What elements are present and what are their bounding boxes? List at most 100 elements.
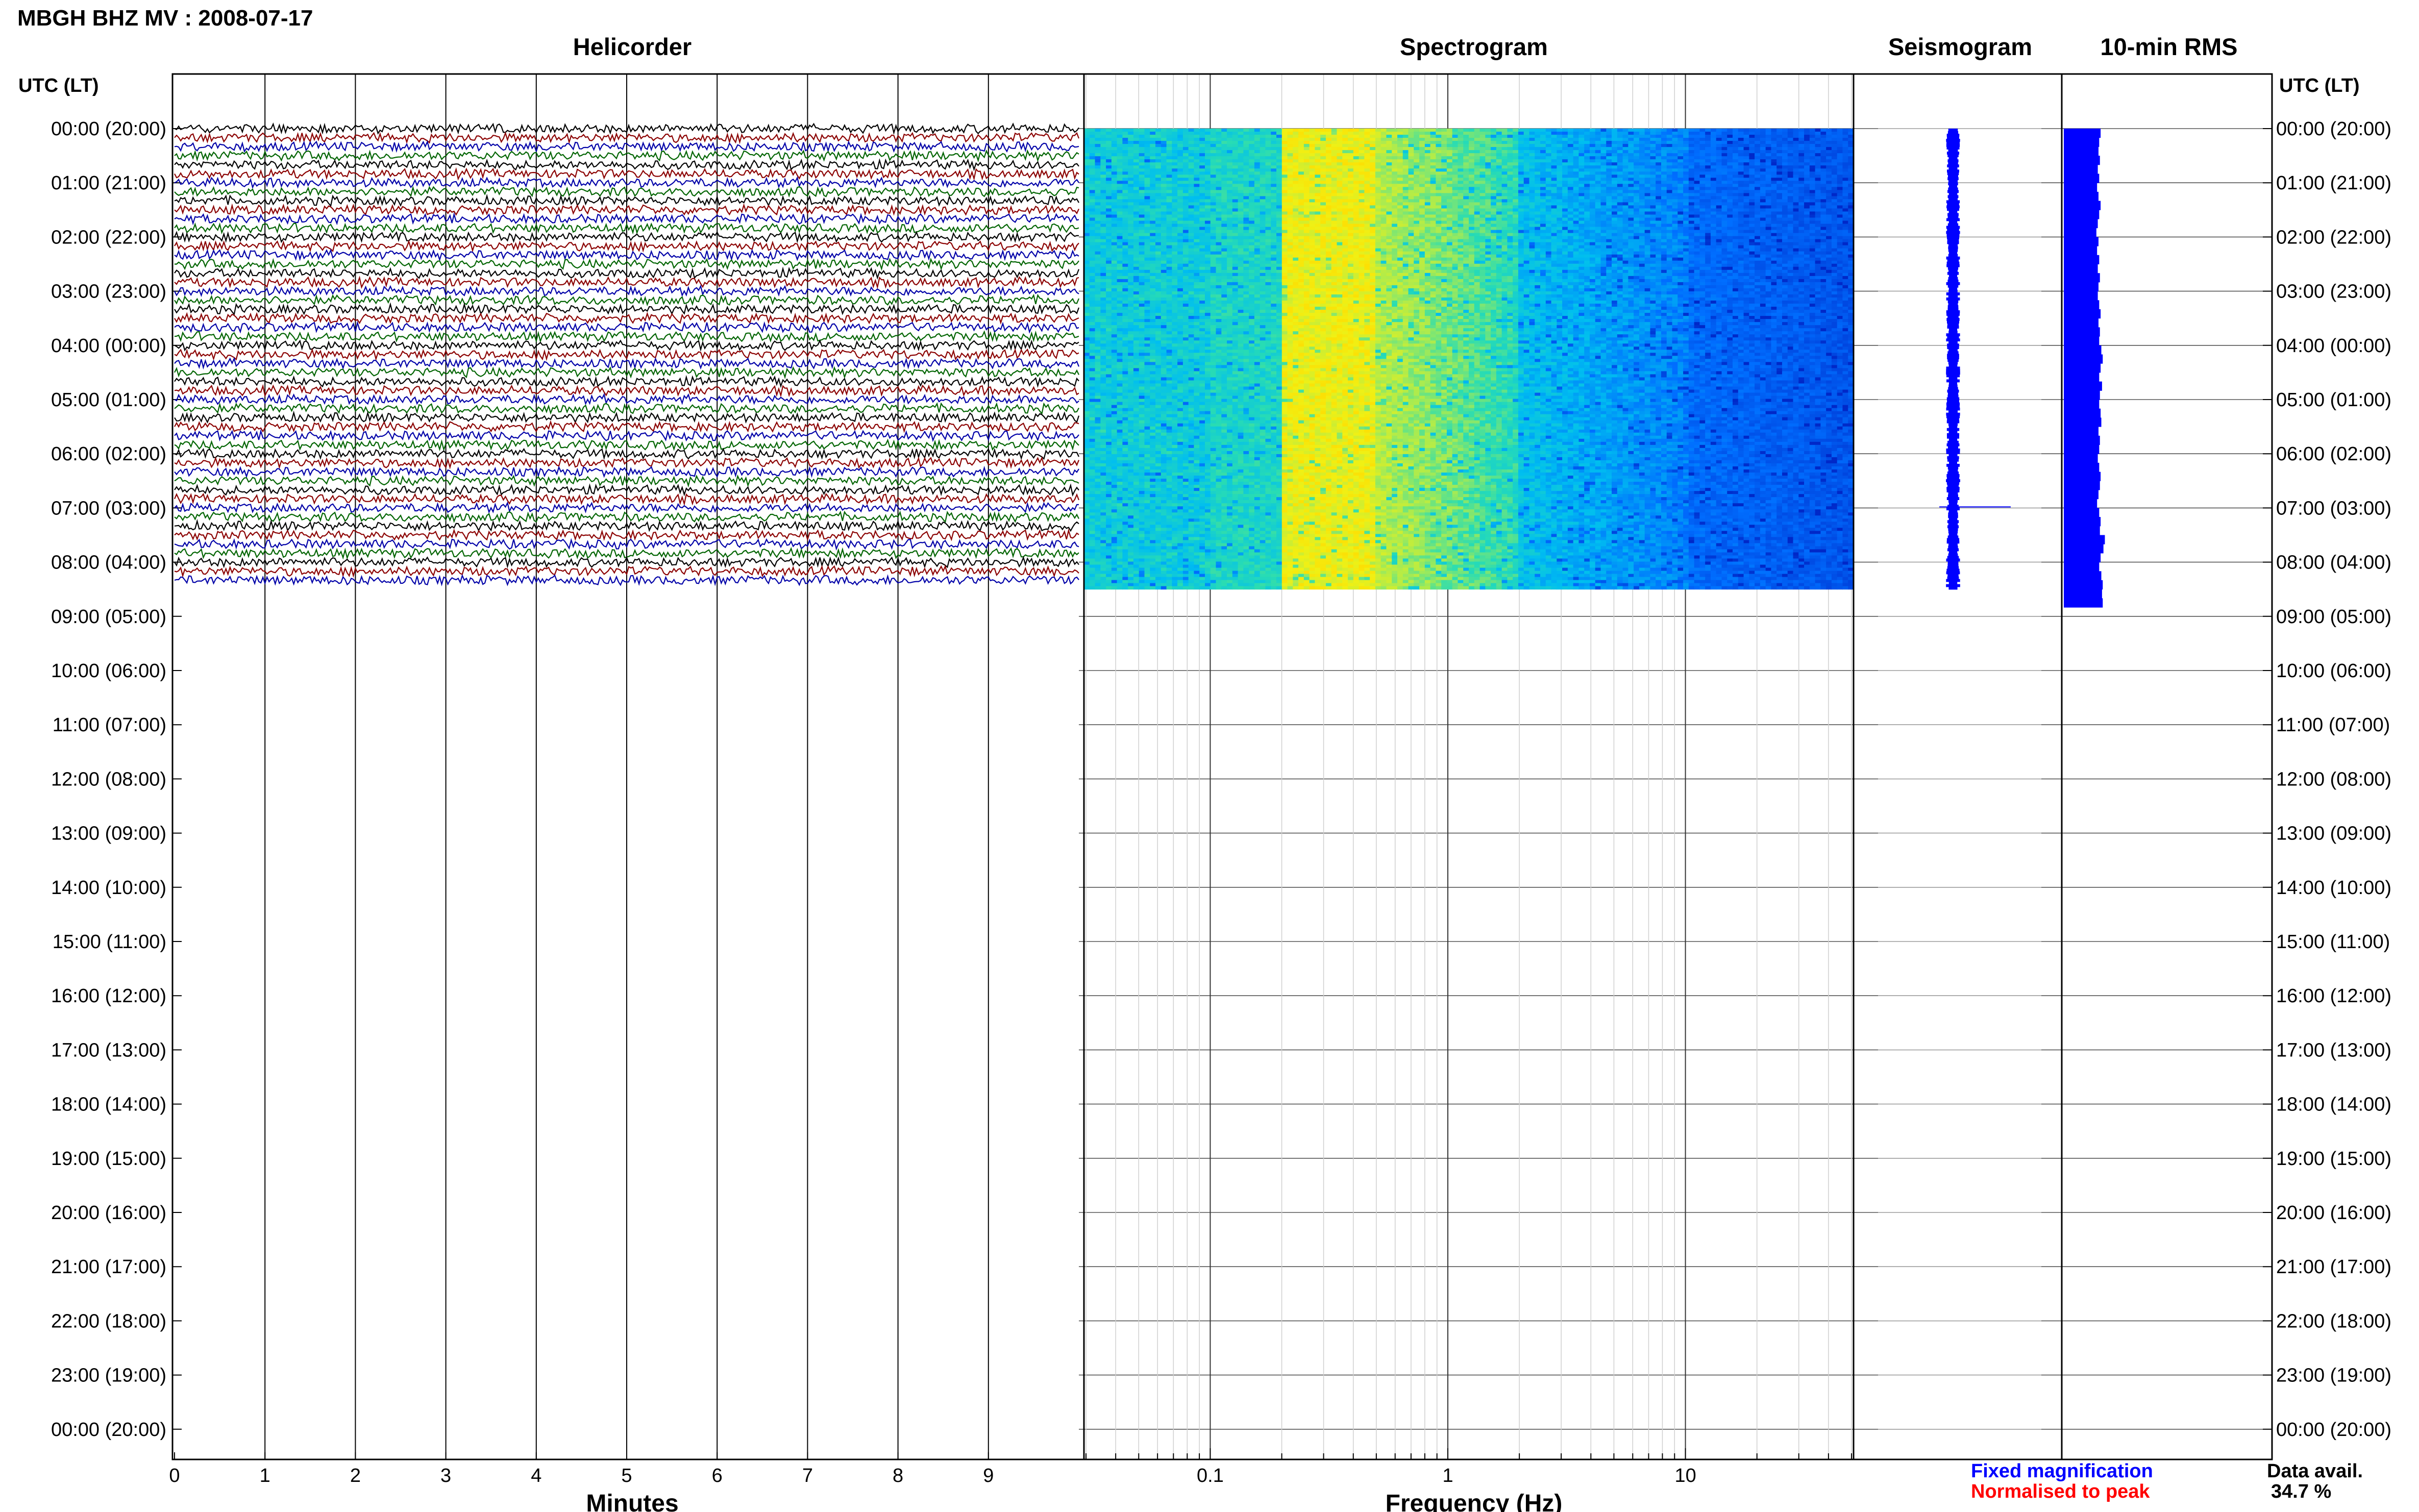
spectrogram-cell: [1721, 132, 1727, 135]
spectrogram-cell: [1331, 147, 1338, 151]
spectrogram-cell: [1133, 227, 1140, 231]
spectrogram-cell: [1458, 129, 1464, 132]
spectrogram-cell: [1551, 144, 1557, 147]
spectrogram-cell: [1309, 181, 1315, 184]
spectrogram-cell: [1793, 135, 1799, 138]
spectrogram-cell: [1518, 159, 1524, 163]
spectrogram-cell: [1238, 224, 1244, 228]
spectrogram-cell: [1463, 171, 1469, 175]
spectrogram-cell: [1221, 144, 1227, 147]
spectrogram-cell: [1128, 150, 1134, 154]
spectrogram-cell: [1738, 135, 1744, 138]
spectrogram-cell: [1656, 175, 1662, 178]
spectrogram-cell: [1474, 202, 1480, 206]
spectrogram-cell: [1776, 156, 1783, 160]
spectrogram-cell: [1408, 187, 1414, 190]
spectrogram-cell: [1424, 153, 1431, 157]
spectrogram-cell: [1595, 162, 1601, 166]
spectrogram-cell: [1414, 208, 1420, 212]
spectrogram-cell: [1716, 214, 1722, 218]
spectrogram-cell: [1260, 147, 1266, 151]
spectrogram-cell: [1535, 208, 1541, 212]
spectrogram-cell: [1721, 178, 1727, 181]
spectrogram-cell: [1595, 184, 1601, 187]
spectrogram-cell: [1562, 224, 1568, 228]
spectrogram-cell: [1820, 175, 1826, 178]
spectrogram-cell: [1666, 162, 1673, 166]
spectrogram-cell: [1111, 150, 1118, 154]
spectrogram-cell: [1117, 162, 1123, 166]
spectrogram-cell: [1529, 214, 1535, 218]
spectrogram-cell: [1545, 144, 1552, 147]
spectrogram-cell: [1375, 190, 1381, 193]
spectrogram-cell: [1342, 144, 1348, 147]
spectrogram-cell: [1677, 150, 1684, 154]
spectrogram-cell: [1644, 138, 1651, 141]
spectrogram-cell: [1683, 227, 1689, 231]
spectrogram-cell: [1216, 162, 1222, 166]
spectrogram-cell: [1837, 205, 1843, 209]
spectrogram-cell: [1622, 211, 1628, 215]
spectrogram-cell: [1501, 184, 1508, 187]
spectrogram-cell: [1458, 178, 1464, 181]
spectrogram-cell: [1485, 162, 1491, 166]
spectrogram-cell: [1606, 162, 1612, 166]
spectrogram-cell: [1122, 217, 1128, 221]
spectrogram-cell: [1848, 141, 1854, 144]
spectrogram-cell: [1694, 181, 1700, 184]
spectrogram-cell: [1765, 187, 1772, 190]
spectrogram-cell: [1644, 202, 1651, 206]
spectrogram-cell: [1271, 159, 1277, 163]
spectrogram-cell: [1221, 175, 1227, 178]
spectrogram-cell: [1535, 205, 1541, 209]
spectrogram-cell: [1501, 181, 1508, 184]
spectrogram-cell: [1557, 132, 1563, 135]
spectrogram-cell: [1271, 190, 1277, 193]
spectrogram-cell: [1831, 159, 1838, 163]
spectrogram-cell: [1469, 202, 1475, 206]
spectrogram-cell: [1765, 141, 1772, 144]
spectrogram-cell: [1144, 202, 1150, 206]
spectrogram-cell: [1287, 141, 1293, 144]
spectrogram-cell: [1084, 220, 1090, 225]
spectrogram-cell: [1567, 138, 1574, 141]
spectrogram-cell: [1139, 193, 1145, 196]
spectrogram-cell: [1408, 129, 1414, 132]
spectrogram-cell: [1210, 175, 1217, 178]
spectrogram-cell: [1479, 138, 1486, 141]
spectrogram-cell: [1809, 202, 1816, 206]
spectrogram-cell: [1293, 205, 1299, 209]
spectrogram-cell: [1144, 175, 1150, 178]
spectrogram-cell: [1325, 171, 1332, 175]
spectrogram-cell: [1787, 217, 1794, 221]
spectrogram-cell: [1386, 230, 1392, 234]
spectrogram-cell: [1408, 208, 1414, 212]
spectrogram-cell: [1254, 214, 1261, 218]
spectrogram-cell: [1210, 141, 1217, 144]
spectrogram-cell: [1606, 141, 1612, 144]
spectrogram-cell: [1578, 190, 1585, 193]
spectrogram-cell: [1529, 153, 1535, 157]
spectrogram-cell: [1518, 171, 1524, 175]
spectrogram-cell: [1325, 144, 1332, 147]
spectrogram-cell: [1150, 230, 1156, 234]
spectrogram-cell: [1458, 211, 1464, 215]
spectrogram-cell: [1622, 147, 1628, 151]
spectrogram-cell: [1463, 196, 1469, 200]
spectrogram-cell: [1150, 199, 1156, 203]
spectrogram-cell: [1699, 135, 1706, 138]
spectrogram-cell: [1342, 175, 1348, 178]
spectrogram-cell: [1281, 162, 1288, 166]
spectrogram-cell: [1260, 141, 1266, 144]
spectrogram-cell: [1436, 227, 1442, 231]
spectrogram-cell: [1182, 181, 1189, 184]
spectrogram-cell: [1820, 168, 1826, 172]
spectrogram-cell: [1557, 196, 1563, 200]
spectrogram-cell: [1414, 187, 1420, 190]
spectrogram-cell: [1331, 205, 1338, 209]
spectrogram-cell: [1562, 202, 1568, 206]
spectrogram-cell: [1666, 171, 1673, 175]
spectrogram-cell: [1106, 165, 1112, 169]
spectrogram-cell: [1694, 217, 1700, 221]
spectrogram-cell: [1496, 150, 1502, 154]
